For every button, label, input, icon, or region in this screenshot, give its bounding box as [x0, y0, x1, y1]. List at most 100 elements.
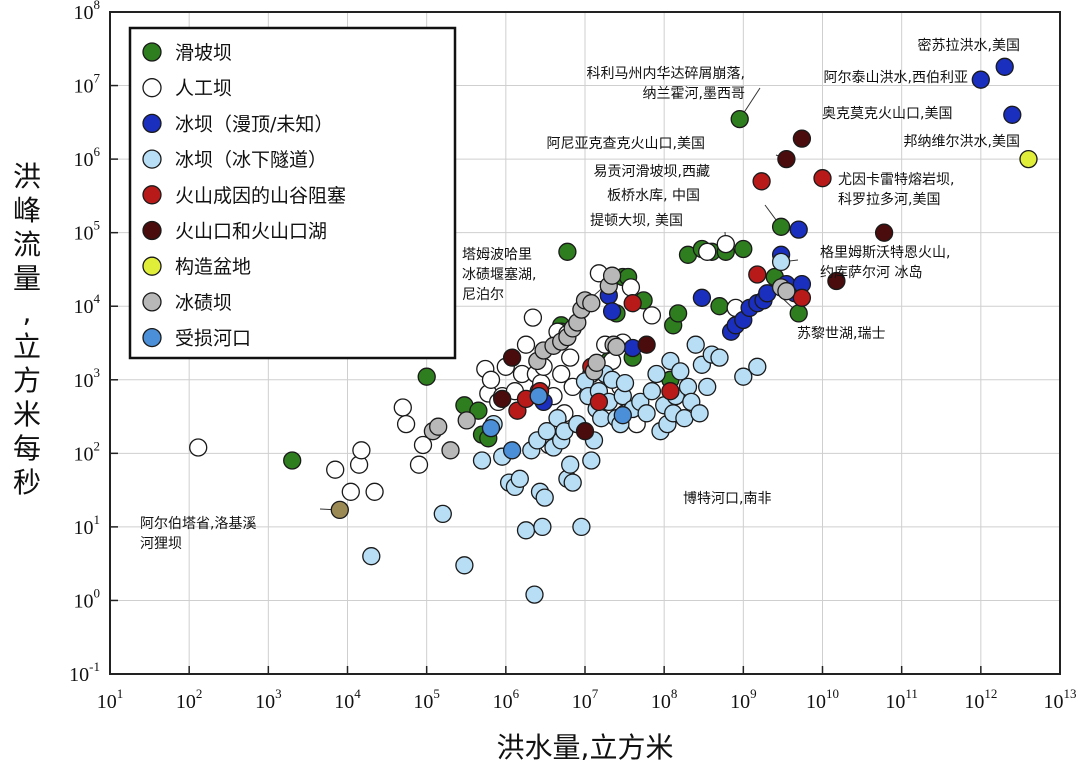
data-point	[516, 521, 536, 540]
y-axis-title-char: 洪	[13, 160, 41, 193]
data-point	[561, 455, 580, 474]
annotation-label: 阿尔泰山洪水,西伯利亚	[824, 70, 968, 86]
x-tick-label: 102	[176, 686, 203, 713]
data-point	[582, 294, 601, 313]
data-point	[637, 404, 656, 423]
data-point	[678, 377, 698, 397]
data-point	[686, 335, 705, 354]
data-point	[675, 409, 694, 428]
x-tick-label: 108	[651, 686, 678, 713]
x-tick-label: 105	[413, 686, 440, 713]
x-tick-label: 1013	[1044, 686, 1077, 713]
data-point	[789, 304, 808, 323]
data-point	[792, 288, 812, 307]
legend-swatch	[142, 220, 162, 241]
data-point	[668, 304, 688, 323]
data-point	[572, 517, 591, 537]
y-tick-label: 101	[74, 512, 101, 539]
annotation-label: 约库萨尔河 冰岛	[820, 265, 922, 281]
data-point	[481, 418, 501, 438]
data-point	[283, 451, 302, 470]
data-point	[433, 504, 452, 524]
y-tick-label: 104	[74, 291, 101, 318]
x-axis-title: 洪水量,立方米	[497, 731, 674, 764]
data-point	[771, 252, 791, 272]
y-tick-label: 100	[74, 585, 101, 612]
data-point	[429, 417, 448, 436]
data-point	[502, 441, 522, 460]
y-axis-title-char: 每	[13, 432, 41, 465]
data-point	[827, 271, 846, 291]
data-point	[417, 367, 436, 386]
data-point	[971, 70, 990, 89]
data-point	[330, 500, 349, 520]
y-tick-label: 103	[74, 365, 101, 392]
annotation-label: 易贡河滑坡坝,西藏	[594, 163, 710, 180]
data-point	[716, 234, 735, 254]
data-point	[661, 382, 680, 401]
data-point	[558, 242, 577, 261]
data-point	[582, 451, 601, 470]
legend-label: 人工坝	[175, 78, 232, 100]
data-point	[602, 266, 622, 285]
x-tick-label: 104	[334, 686, 361, 713]
annotation-label: 阿尼亚克查克火山口,美国	[547, 136, 705, 152]
legend-label: 火山口和火山口湖	[175, 221, 327, 243]
legend-label: 冰坝（漫顶/未知）	[175, 113, 333, 135]
y-axis-title-char: 流	[13, 228, 41, 261]
data-point	[734, 367, 753, 386]
data-point	[523, 308, 543, 327]
data-point	[469, 401, 488, 420]
data-point	[813, 169, 832, 188]
data-point	[710, 348, 729, 367]
data-point	[777, 149, 796, 169]
data-point	[516, 335, 536, 354]
y-axis-title-char: 立	[13, 330, 41, 363]
data-point	[602, 302, 622, 321]
data-points	[189, 57, 1038, 604]
data-point	[563, 473, 582, 492]
annotation-label: 格里姆斯沃特恩火山,	[820, 245, 950, 261]
data-point	[362, 547, 381, 566]
data-point	[189, 438, 208, 457]
data-point	[637, 335, 656, 354]
data-point	[552, 364, 571, 384]
annotation-label: 河狸坝	[140, 536, 182, 552]
annotation-label: 尤因卡雷特熔岩坝,	[838, 172, 954, 188]
annotation-label: 塔姆波哈里	[462, 247, 532, 263]
y-axis-title-char: 方	[13, 364, 41, 397]
data-point	[607, 337, 626, 357]
y-tick-label: 105	[74, 218, 101, 245]
data-point	[734, 239, 753, 259]
annotation-label: 苏黎世湖,瑞士	[797, 326, 885, 342]
data-point	[592, 409, 611, 428]
data-point	[529, 386, 548, 406]
annotation-label: 纳兰霍河,墨西哥	[643, 86, 745, 102]
axis-ticks: 101 102 103 104 105 106 107 108 109 1010 1011 1012 1…	[69, 0, 1076, 713]
legend-swatch	[142, 149, 162, 169]
data-point	[396, 414, 416, 434]
legend-swatch	[142, 185, 162, 205]
data-point	[692, 288, 712, 307]
data-point	[525, 585, 544, 604]
annotation-label: 奥克莫克火山口,美国	[822, 105, 952, 122]
data-point	[481, 370, 501, 389]
legend-swatch	[142, 113, 162, 134]
x-tick-label: 1010	[806, 686, 839, 713]
data-point	[615, 373, 635, 393]
annotation-label: 科罗拉多河,美国	[838, 191, 940, 208]
data-point	[777, 282, 796, 301]
y-tick-label: 107	[74, 71, 101, 98]
data-point	[472, 451, 492, 470]
legend-swatch	[142, 42, 162, 62]
y-axis-title-char: 秒	[13, 466, 41, 499]
annotation-label: 提顿大坝, 美国	[590, 213, 683, 229]
data-point	[457, 411, 476, 430]
data-point	[613, 406, 632, 425]
legend-swatch	[142, 292, 162, 312]
annotation-label: 密苏拉洪水,美国	[918, 37, 1020, 54]
legend-label: 火山成因的山谷阻塞	[175, 185, 346, 207]
data-point	[789, 220, 808, 239]
x-tick-label: 107	[572, 686, 599, 713]
